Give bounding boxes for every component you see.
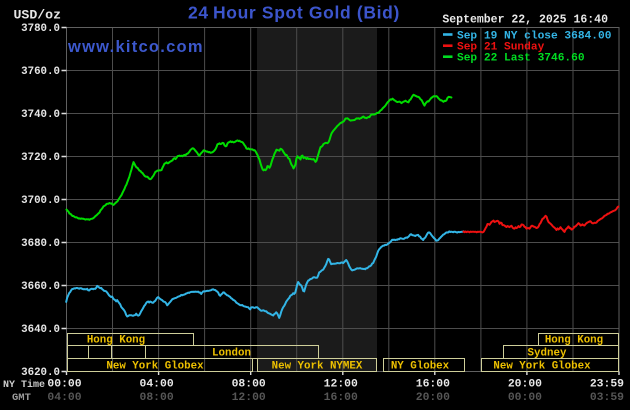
svg-text:3740.0: 3740.0: [21, 109, 60, 121]
svg-text:24 Hour Spot Gold (Bid): 24 Hour Spot Gold (Bid): [188, 3, 400, 23]
svg-text:00:00: 00:00: [47, 379, 81, 391]
svg-text:Hong Kong: Hong Kong: [545, 335, 603, 347]
svg-text:Sydney: Sydney: [528, 348, 567, 360]
svg-text:New York Globex: New York Globex: [106, 361, 204, 373]
svg-text:3640.0: 3640.0: [21, 324, 60, 336]
svg-text:12:00: 12:00: [324, 379, 358, 391]
svg-text:3780.0: 3780.0: [21, 23, 60, 35]
svg-text:New York Globex: New York Globex: [493, 361, 591, 373]
svg-text:Sep 19 NY close 3684.00: Sep 19 NY close 3684.00: [457, 30, 612, 42]
svg-text:3660.0: 3660.0: [21, 281, 60, 293]
svg-text:16:00: 16:00: [324, 392, 358, 404]
svg-text:New York NYMEX: New York NYMEX: [272, 361, 363, 373]
svg-text:www.kitco.com: www.kitco.com: [67, 38, 204, 56]
svg-text:London: London: [212, 348, 251, 360]
svg-text:04:00: 04:00: [47, 392, 81, 404]
svg-text:GMT: GMT: [12, 392, 31, 404]
svg-text:3680.0: 3680.0: [21, 238, 60, 250]
svg-text:03:59: 03:59: [590, 392, 624, 404]
svg-text:00:00: 00:00: [508, 392, 542, 404]
svg-text:Hong Kong: Hong Kong: [87, 335, 145, 347]
svg-text:08:00: 08:00: [139, 392, 173, 404]
svg-text:3760.0: 3760.0: [21, 66, 60, 78]
svg-text:USD/oz: USD/oz: [14, 8, 61, 23]
svg-text:3720.0: 3720.0: [21, 152, 60, 164]
svg-text:NY Time: NY Time: [3, 379, 45, 391]
svg-text:20:00: 20:00: [416, 392, 450, 404]
svg-text:20:00: 20:00: [508, 379, 542, 391]
svg-text:NY Globex: NY Globex: [391, 361, 450, 373]
svg-text:3700.0: 3700.0: [21, 195, 60, 207]
svg-text:08:00: 08:00: [232, 379, 266, 391]
svg-text:September 22, 2025 16:40: September 22, 2025 16:40: [442, 13, 608, 26]
svg-text:Sep 22 Last 3746.60: Sep 22 Last 3746.60: [457, 52, 585, 64]
svg-text:12:00: 12:00: [232, 392, 266, 404]
svg-text:04:00: 04:00: [139, 379, 173, 391]
svg-text:23:59: 23:59: [590, 379, 624, 391]
svg-text:Sep 21 Sunday: Sep 21 Sunday: [457, 41, 545, 53]
svg-text:3620.0: 3620.0: [21, 367, 60, 379]
svg-text:16:00: 16:00: [416, 379, 450, 391]
